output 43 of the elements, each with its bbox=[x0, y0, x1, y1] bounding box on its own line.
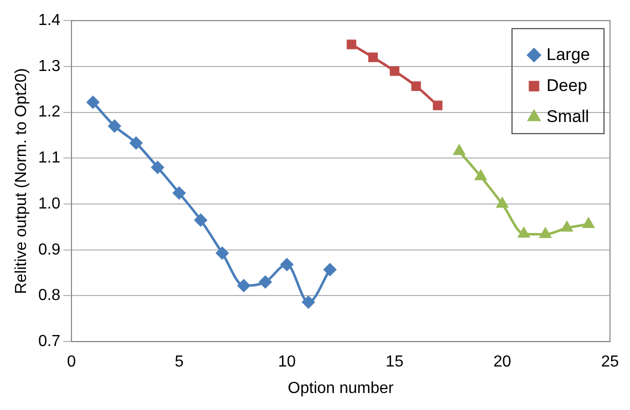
point bbox=[302, 296, 315, 308]
point bbox=[582, 218, 594, 228]
point bbox=[561, 222, 572, 232]
point bbox=[390, 66, 400, 76]
x-axis-title: Option number bbox=[288, 380, 394, 397]
point bbox=[432, 100, 442, 110]
point bbox=[216, 246, 228, 260]
x-tick-label: 25 bbox=[601, 354, 619, 371]
y-tick-label: 1.0 bbox=[38, 195, 61, 212]
point bbox=[86, 96, 100, 108]
point bbox=[411, 81, 421, 91]
point bbox=[346, 40, 356, 50]
y-tick-label: 0.9 bbox=[38, 241, 61, 258]
point bbox=[151, 161, 164, 174]
point bbox=[368, 52, 378, 62]
point bbox=[108, 120, 121, 132]
y-tick-label: 0.7 bbox=[38, 333, 61, 350]
point bbox=[324, 263, 336, 276]
point bbox=[194, 214, 207, 226]
legend-label: Small bbox=[546, 106, 590, 126]
x-tick-label: 5 bbox=[174, 354, 184, 371]
point bbox=[454, 145, 465, 156]
point bbox=[280, 258, 294, 271]
x-tick-label: 15 bbox=[386, 354, 404, 371]
x-tick-label: 20 bbox=[493, 354, 512, 371]
point bbox=[238, 279, 250, 292]
y-tick-label: 1.1 bbox=[38, 150, 61, 167]
y-tick-label: 0.8 bbox=[38, 287, 61, 304]
x-tick-label: 10 bbox=[278, 354, 296, 371]
legend-label: Deep bbox=[546, 76, 588, 95]
y-tick-label: 1.3 bbox=[38, 58, 61, 75]
y-tick-label: 1.2 bbox=[38, 104, 61, 121]
y-tick-label: 1.4 bbox=[38, 12, 61, 30]
point bbox=[540, 228, 551, 238]
point bbox=[172, 186, 186, 200]
x-tick-label: 0 bbox=[66, 354, 76, 371]
y-axis-title: Relitive output (Norm. to Opt20) bbox=[13, 68, 30, 294]
point bbox=[259, 276, 272, 288]
legend-label: Large bbox=[546, 44, 590, 64]
point bbox=[518, 228, 530, 238]
point bbox=[130, 136, 142, 150]
point bbox=[475, 170, 486, 180]
point bbox=[496, 198, 508, 208]
